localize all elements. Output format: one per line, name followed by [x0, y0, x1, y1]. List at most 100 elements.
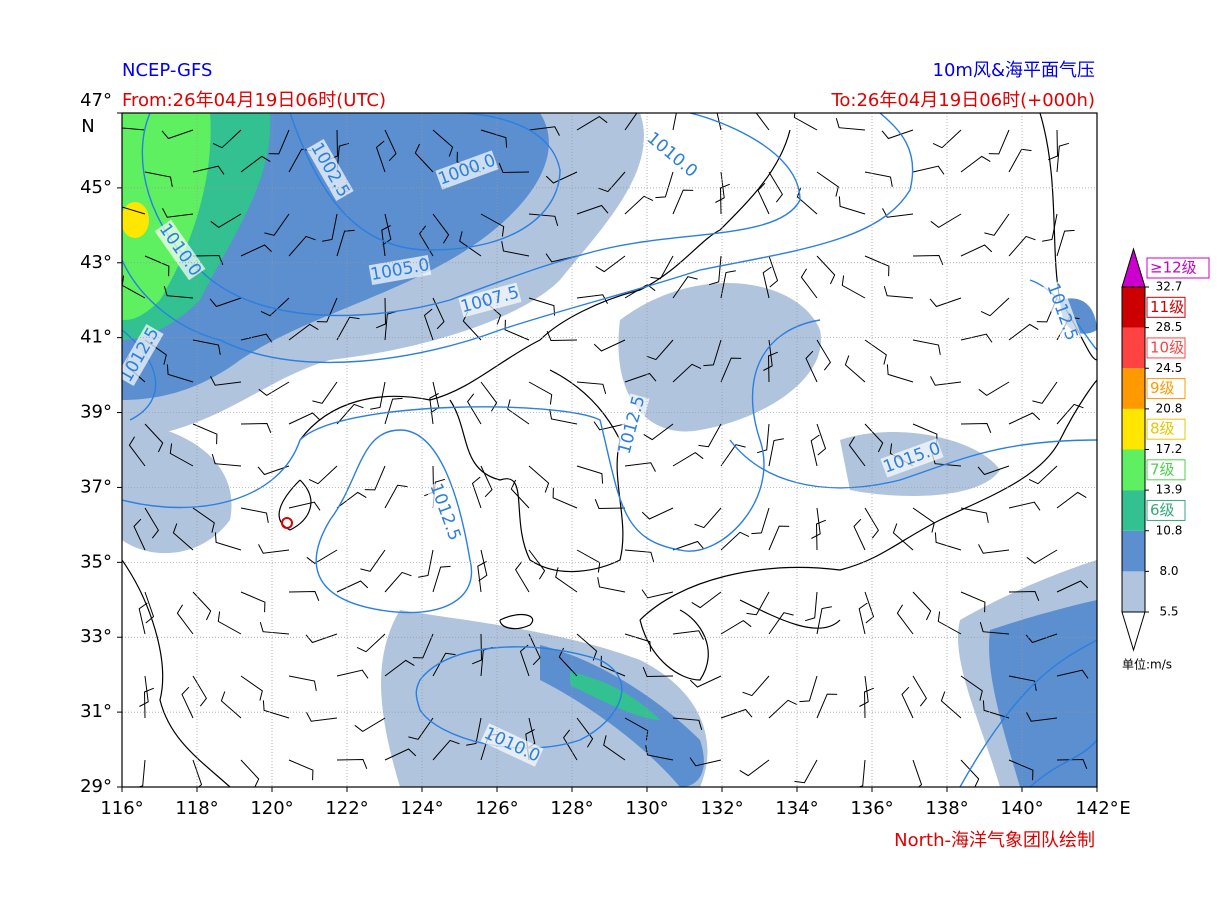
wind-barb [240, 759, 260, 787]
wind-barb [691, 591, 722, 609]
class-label: 7级 [1150, 460, 1175, 478]
wind-barb [384, 484, 408, 509]
wind-barb [316, 297, 338, 323]
wind-barb [528, 633, 541, 666]
x-tick-label: 136° [850, 798, 893, 819]
wind-barb [1008, 759, 1034, 781]
x-tick-label: 132° [700, 798, 743, 819]
wind-barb [432, 129, 454, 157]
wind-barb [240, 422, 272, 433]
wind-barb [816, 693, 838, 719]
wind-barb [257, 465, 290, 476]
wind-barb [501, 241, 530, 257]
wind-barb [478, 549, 488, 582]
wind-barb [376, 297, 387, 329]
colorbar-tick-label: 24.5 [1156, 361, 1183, 375]
x-tick-label: 118° [175, 798, 218, 819]
wind-barb [192, 759, 203, 787]
wind-barb [1056, 669, 1089, 679]
wind-barb [144, 171, 173, 187]
colorbar-segment [1122, 327, 1145, 369]
wind-barb [322, 213, 338, 242]
x-tick-label: 120° [250, 798, 293, 819]
y-tick-label: 35° [80, 551, 112, 572]
wind-barb [698, 423, 722, 448]
wind-barb [507, 399, 530, 425]
y-tick-label: 31° [80, 701, 112, 722]
wind-barb [816, 606, 832, 635]
wind-barb [555, 567, 578, 593]
wind-barb [192, 591, 212, 621]
wind-barb [210, 213, 242, 229]
isobar-label-bg [480, 723, 544, 767]
wind-barb [1008, 148, 1032, 173]
wind-barb [528, 126, 560, 136]
wind-barb [1026, 549, 1058, 565]
wind-barb [642, 667, 674, 678]
wind-barb [1008, 590, 1040, 601]
wind-barb [172, 523, 194, 551]
colorbar-segment [1122, 530, 1145, 572]
wind-barb [384, 129, 397, 162]
isobar-label-bg [642, 128, 702, 182]
wind-barb [720, 708, 753, 719]
wind-barb [794, 759, 818, 784]
wind-shade [989, 600, 1097, 787]
x-tick-label: 126° [475, 798, 518, 819]
wind-shade [618, 282, 821, 432]
wind-barb [960, 507, 989, 523]
wind-barb [1056, 758, 1088, 769]
isobar-label-bg [614, 393, 650, 457]
wind-barb [930, 213, 962, 229]
wind-barb [181, 686, 194, 719]
valid-from: From:26年04月19日06时(UTC) [122, 90, 386, 111]
wind-barb [641, 589, 674, 599]
wind-barb [720, 531, 750, 551]
class-label: 10级 [1150, 338, 1184, 356]
wind-barb [480, 465, 493, 498]
wind-barb [597, 577, 626, 593]
wind-barb [192, 423, 218, 445]
wind-barb [139, 675, 149, 707]
wind-barb [816, 339, 832, 371]
valid-to: To:26年04月19日06时(+000h) [830, 90, 1095, 111]
wind-barb [805, 350, 818, 383]
wind-barb [1008, 323, 1039, 341]
colorbar-tick-label: 28.5 [1156, 320, 1183, 334]
class-label: ≥12级 [1150, 259, 1197, 277]
wind-barb [864, 507, 880, 539]
wind-barb [122, 127, 146, 131]
wind-barb [384, 571, 412, 593]
credit: North-海洋气象团队绘制 [894, 830, 1095, 851]
wind-barb [480, 381, 498, 412]
wind-barb [650, 255, 674, 280]
wind-barb [384, 748, 417, 761]
colorbar-tick-label: 8.0 [1159, 564, 1178, 578]
wind-barb [645, 745, 674, 761]
wind-barb [192, 254, 224, 265]
wind-barb [757, 182, 770, 215]
wind-barb [412, 633, 434, 659]
x-tick-label: 134° [775, 798, 818, 819]
wind-barb [240, 675, 263, 701]
wind-barb [960, 244, 993, 257]
wind-barb [381, 225, 391, 257]
wind-barb [768, 699, 798, 719]
wind-barb [768, 525, 790, 551]
wind-barb [901, 686, 914, 719]
wind-barb [408, 717, 434, 740]
wind-barb [1028, 465, 1058, 485]
wind-barb [719, 183, 730, 215]
wind-barb [459, 231, 482, 257]
colorbar-unit: 单位:m/s [1122, 657, 1172, 672]
wind-barb [471, 476, 482, 509]
wind-barb [414, 143, 434, 173]
wind-barb [480, 129, 508, 148]
wind-barb [960, 155, 991, 173]
wind-barb [308, 465, 338, 485]
wind-barb [133, 518, 146, 551]
wind-barbs [122, 113, 1089, 787]
wind-barb [375, 140, 386, 173]
wind-barb [514, 561, 530, 593]
wind-barb [1042, 213, 1058, 242]
